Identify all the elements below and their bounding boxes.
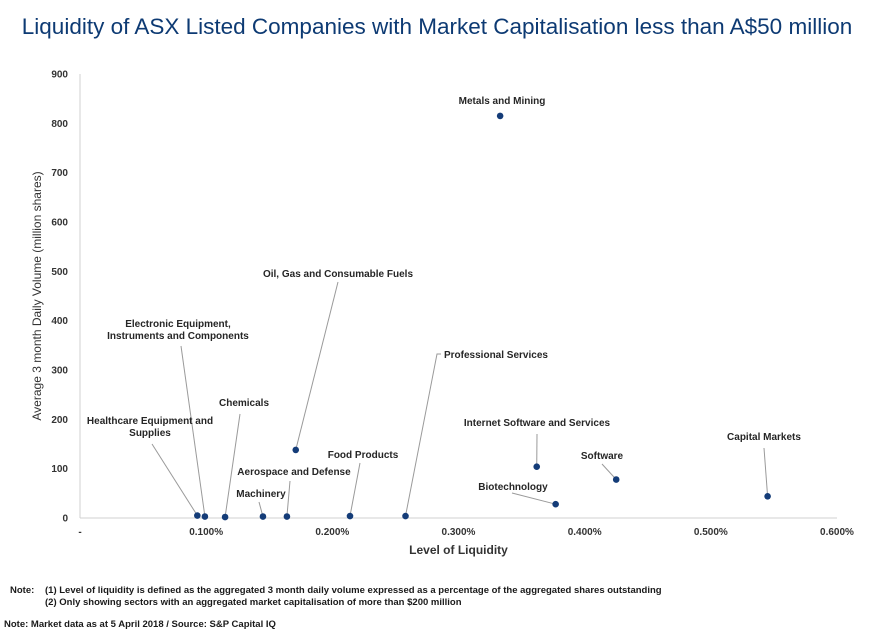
y-tick-label: 0 [62, 514, 68, 525]
x-tick-label: 0.100% [189, 527, 223, 538]
y-tick-label: 700 [51, 168, 68, 179]
point-label: Internet Software and Services [464, 418, 611, 429]
data-point [612, 476, 620, 483]
data-point [201, 513, 209, 520]
leader-line [763, 447, 769, 497]
y-tick-label: 100 [51, 464, 68, 475]
y-axis-label: Average 3 month Daily Volume (million sh… [30, 171, 44, 420]
chart-notes: Note: (1) Level of liquidity is defined … [10, 585, 662, 609]
x-axis-label: Level of Liquidity [409, 543, 508, 557]
data-point [346, 512, 354, 520]
point-label: Oil, Gas and Consumable Fuels [263, 269, 413, 280]
point-label: Machinery [236, 489, 286, 500]
leader-line [151, 443, 198, 516]
data-point [259, 513, 267, 520]
y-tick-label: 300 [51, 366, 68, 377]
data-point [764, 492, 771, 500]
data-point [292, 446, 300, 454]
point-label: Healthcare Equipment and [87, 416, 213, 427]
y-tick-label: 200 [51, 415, 68, 426]
leader-line [286, 480, 291, 517]
leader-line [405, 353, 441, 517]
data-point [283, 513, 291, 520]
data-point [552, 500, 559, 508]
x-tick-label: 0.500% [694, 527, 728, 538]
data-point [496, 112, 504, 120]
x-tick-label: 0.400% [568, 527, 602, 538]
note-line-1: (1) Level of liquidity is defined as the… [45, 585, 662, 596]
y-tick-label: 500 [51, 267, 68, 278]
data-point [402, 512, 409, 520]
leader-line [601, 463, 617, 480]
point-label: Food Products [328, 450, 399, 461]
notes-prefix: Note: [10, 585, 35, 596]
point-label: Professional Services [444, 350, 548, 361]
note-line-2: (2) Only showing sectors with an aggrega… [45, 597, 462, 608]
data-point [221, 513, 229, 521]
point-label: Capital Markets [727, 432, 801, 443]
data-point [533, 463, 541, 470]
leader-line [224, 413, 241, 518]
point-label: Chemicals [219, 398, 269, 409]
point-label: Electronic Equipment, [125, 319, 231, 330]
x-tick-label: 0.600% [820, 527, 854, 538]
chart-title: Liquidity of ASX Listed Companies with M… [21, 14, 853, 39]
leader-line [180, 345, 206, 517]
source-note: Note: Market data as at 5 April 2018 / S… [4, 619, 276, 630]
x-tick-label: 0.200% [315, 527, 349, 538]
leader-line [295, 281, 339, 451]
point-label: Software [581, 451, 624, 462]
y-tick-label: 800 [51, 119, 68, 130]
y-tick-label: 600 [51, 218, 68, 229]
leader-line [511, 492, 556, 505]
leader-line [349, 462, 361, 517]
y-tick-label: 900 [51, 70, 68, 81]
data-point [194, 512, 201, 519]
point-label: Supplies [129, 428, 171, 439]
x-tick-label: 0.300% [442, 527, 476, 538]
x-tick-label: - [78, 527, 81, 538]
point-label: Metals and Mining [459, 96, 546, 107]
point-label: Instruments and Components [107, 331, 249, 342]
point-label: Aerospace and Defense [237, 467, 351, 478]
scatter-chart: 0 100 200 300 400 500 600 700 800 900 - 0.100% 0.200… [30, 70, 854, 558]
y-tick-label: 400 [51, 316, 68, 327]
point-label: Biotechnology [478, 482, 548, 493]
